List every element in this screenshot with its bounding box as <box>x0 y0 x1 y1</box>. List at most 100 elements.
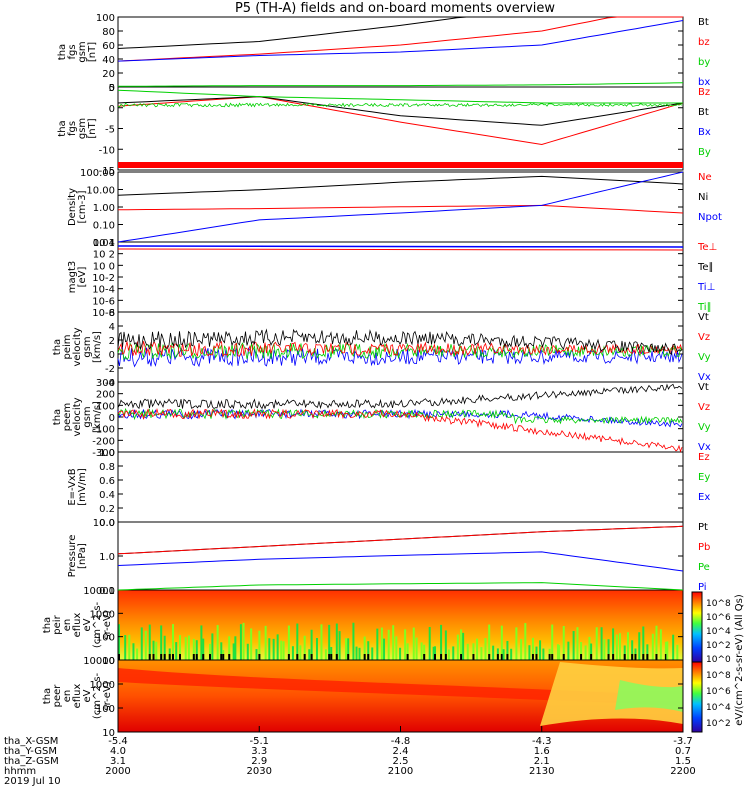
ion-spectrogram-streak <box>296 623 299 660</box>
ylabel-line: peem <box>62 403 73 431</box>
ion-spectrogram-dropout <box>440 654 443 660</box>
panel-ylabel: Pressure[nPa] <box>67 535 88 578</box>
xaxis-value: -5.1 <box>249 736 269 747</box>
ion-spectrogram-streak <box>420 642 423 660</box>
ion-spectrogram-streak <box>556 644 559 660</box>
series-vi-Vx <box>117 347 683 368</box>
legend-entry-Vx: Vx <box>698 372 711 383</box>
electron-spectrogram-band <box>118 668 683 706</box>
ion-spectrogram-streak <box>258 630 261 660</box>
ion-spectrogram-streak <box>539 640 542 660</box>
ion-spectrogram-dropout <box>535 654 538 660</box>
ion-spectrogram-streak <box>171 624 174 660</box>
ion-spectrogram-dropout <box>202 654 205 660</box>
ion-spectrogram-streak <box>572 631 575 660</box>
electron-spectrogram-patch <box>540 662 683 726</box>
ion-spectrogram-streak <box>175 642 178 660</box>
legend-entry-Pe: Pe <box>698 562 710 573</box>
ion-spectrogram-streak <box>178 635 181 660</box>
ytick-label: 1000 <box>90 680 115 691</box>
ion-spectrogram-streak <box>367 641 370 660</box>
legend-entry-Vt: Vt <box>698 382 709 393</box>
ion-spectrogram-streak <box>118 624 121 660</box>
ion-spectrogram-dropout <box>287 654 290 660</box>
ion-spectrogram-streak <box>584 645 587 660</box>
legend-entry-Vx: Vx <box>698 442 711 453</box>
ytick-label: 2 <box>109 336 115 347</box>
ytick-label: 10 <box>102 656 115 667</box>
legend-entry-Bt: Bt <box>698 17 709 28</box>
ylabel-line: Pressure <box>67 535 78 578</box>
ion-spectrogram-streak <box>344 638 347 660</box>
ion-spectrogram-streak <box>128 634 131 660</box>
ytick-label: 60 <box>102 41 115 52</box>
ion-spectrogram-dropout <box>562 654 565 660</box>
ion-spectrogram-streak <box>646 644 649 660</box>
ytick-label: 1.00 <box>93 203 115 214</box>
legend-entry-Vy: Vy <box>698 422 711 433</box>
xaxis-value: 3.1 <box>110 756 126 767</box>
panel-ylabel: thapeimvelocitygsm[km/s] <box>52 327 103 366</box>
ion-spectrogram-streak <box>315 637 318 660</box>
xaxis-row-label: tha_Z-GSM <box>4 756 59 767</box>
ion-spectrogram-dropout <box>664 654 667 660</box>
series-pressure-Pi <box>117 551 684 572</box>
legend-entry-Ne: Ne <box>698 172 712 183</box>
legend-entry-Pi: Pi <box>698 582 707 593</box>
series-temp-Te <box>117 248 684 251</box>
ion-spectrogram-dropout <box>178 654 181 660</box>
ytick-label: 10.00 <box>86 186 115 197</box>
ylabel-line: en <box>62 619 73 632</box>
legend-entry-Vz: Vz <box>698 402 710 413</box>
ion-spectrogram-streak <box>234 636 237 660</box>
series-fgs2-Bz <box>117 96 684 146</box>
ytick-label: 0.8 <box>99 462 115 473</box>
ion-spectrogram-streak <box>228 636 231 660</box>
ion-spectrogram-dropout <box>548 654 551 660</box>
ion-spectrogram-streak <box>406 643 409 660</box>
legend-entry-Bt: Bt <box>698 107 709 118</box>
ion-spectrogram-dropout <box>472 654 475 660</box>
colorbar-electron <box>691 661 703 733</box>
ion-spectrogram-dropout <box>328 654 331 660</box>
legend-entry-bx: bx <box>698 77 710 88</box>
panel-frame-pressure <box>117 521 684 591</box>
legend-entry-Npot: Npot <box>698 212 722 223</box>
series-pressure-Pb <box>117 525 684 555</box>
ion-spectrogram-streak <box>428 626 431 660</box>
legend-entry-Ez: Ez <box>698 452 710 463</box>
ion-spectrogram-streak <box>395 636 398 660</box>
ion-spectrogram-streak <box>423 644 426 660</box>
legend-entry-Ti⊥: Ti⊥ <box>697 282 715 293</box>
ylabel-line: fgs <box>67 44 78 59</box>
ion-spectrogram-streak <box>444 630 447 660</box>
ylabel-line: eV <box>82 618 93 631</box>
ion-spectrogram-streak <box>472 643 475 660</box>
ion-spectrogram-streak <box>291 646 294 660</box>
ion-spectrogram-dropout <box>496 654 499 660</box>
ion-spectrogram-streak <box>187 635 190 660</box>
legend-entry-bz: bz <box>698 37 710 48</box>
ion-spectrogram-streak <box>144 630 147 660</box>
series-density-Ni <box>117 175 684 196</box>
xaxis-value: 2.1 <box>534 756 550 767</box>
ion-spectrogram-streak <box>638 632 641 660</box>
legend-entry-Pb: Pb <box>698 542 710 553</box>
ytick-label: 300 <box>96 378 115 389</box>
series-fgs1-by <box>118 82 684 87</box>
xaxis-value: -5.4 <box>108 736 128 747</box>
ion-spectrogram-streak <box>211 633 214 660</box>
panel-ylabel: thafgsgsm[nT] <box>57 118 98 139</box>
colorbar-tick: 10^8 <box>706 671 731 681</box>
ylabel-line: [nPa] <box>77 543 88 569</box>
colorbar-label: eV/(cm^2-s-sr-eV) (All Qs) <box>734 594 745 726</box>
ion-spectrogram-streak <box>588 636 591 660</box>
ytick-label: 100 <box>96 401 115 412</box>
ion-spectrogram-streak <box>535 646 538 660</box>
ytick-label: 20 <box>102 69 115 80</box>
ion-spectrogram-dropout <box>434 654 437 660</box>
ytick-label: 0.4 <box>99 490 115 501</box>
ytick-label: 10 4 <box>93 238 115 249</box>
ion-spectrogram-dropout <box>551 654 554 660</box>
ion-spectrogram-streak <box>672 634 675 660</box>
